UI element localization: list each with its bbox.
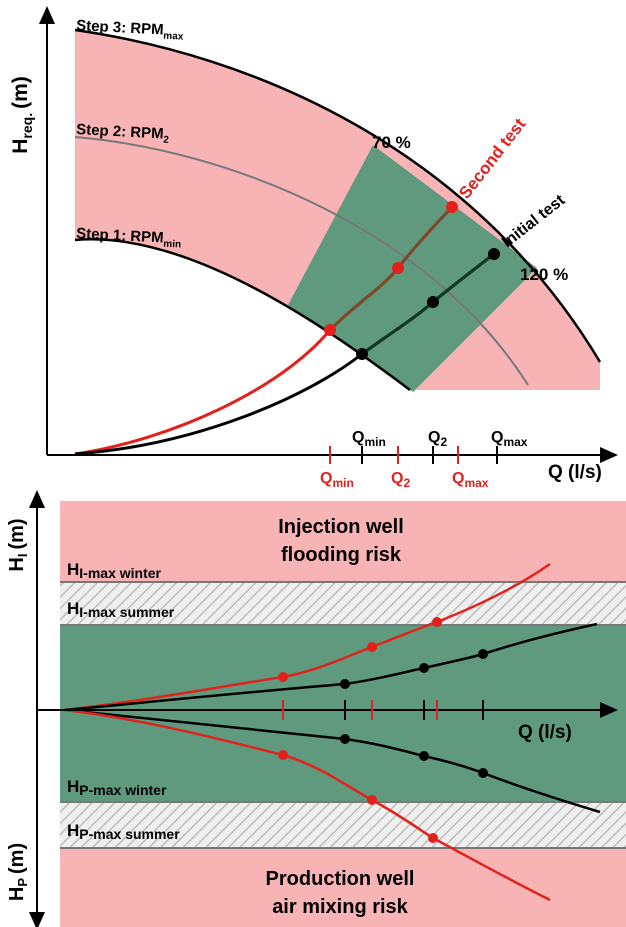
injection-risk-line2: flooding risk [281,544,402,566]
q-red-2-label: Q2 [391,470,410,490]
hp-max-winter-label: HP-max winter [67,777,167,798]
hp-black-point-2 [419,751,429,761]
second-test-label: Second test [455,115,530,203]
injection-risk-line1: Injection well [278,516,404,538]
green-efficiency-band [288,145,537,392]
hi-red-point-1 [278,672,288,682]
hi-black-point-1 [340,679,350,689]
curve-rpm-min [74,238,411,392]
bottom-panel: HI(m) HP(m) Injection well flooding risk… [6,490,626,927]
initial-test-label: Initial test [499,191,569,251]
q-black-max-label: Qmax [491,429,528,449]
hp-red-point-3 [428,833,438,843]
bottom-x-axis-label: Q (l/s) [518,722,572,743]
efficiency-70-label: 70 % [372,133,411,152]
hp-max-summer-label: HP-max summer [67,821,180,842]
injection-hatch-band [60,582,626,625]
hi-black-point-3 [478,649,488,659]
hp-red-point-2 [367,795,377,805]
curve-rpm-max [74,28,602,363]
efficiency-120-label: 120 % [520,265,568,284]
hp-black-point-1 [340,734,350,744]
hi-max-summer-label: HI-max summer [67,599,175,620]
injection-risk-band [60,501,626,582]
hp-black-point-3 [478,768,488,778]
hi-red-point-3 [432,617,442,627]
hp-red-curve [64,708,551,902]
point-red-2 [392,262,404,274]
point-red-max [446,201,458,213]
q-black-2-label: Q2 [428,429,447,449]
hp-red-point-1 [278,750,288,760]
hi-red-point-2 [367,642,377,652]
hi-max-winter-label: HI-max winter [67,560,162,581]
q-red-min-label: Qmin [320,470,354,490]
point-black-2 [427,296,439,308]
point-red-min [324,324,336,336]
hi-black-point-2 [419,663,429,673]
curve-rpm-max-label: Step 3: RPMmax [76,17,185,43]
curve-rpm-2-label: Step 2: RPM2 [76,121,170,146]
hi-red-curve [64,562,551,712]
top-x-axis-label: Q (l/s) [548,462,602,483]
production-risk-line1: Production well [266,868,415,890]
q-red-max-label: Qmax [452,470,489,490]
top-y-axis-label: Hreq.(m) [9,76,35,154]
production-hatch-band [60,802,626,848]
production-risk-band [60,848,626,927]
point-black-min [356,348,368,360]
hp-axis-label: HP(m) [6,843,30,901]
point-black-max [488,248,500,260]
q-black-min-label: Qmin [352,429,386,449]
safe-operating-band [60,625,626,802]
curve-rpm-min-label: Step 1: RPMmin [76,225,182,250]
hi-black-curve [64,622,598,712]
hp-black-curve [64,708,601,814]
curve-rpm-2 [74,136,529,386]
hi-axis-label: HI(m) [6,518,30,571]
production-risk-line2: air mixing risk [272,896,408,918]
top-panel: Hreq.(m) Step 3: RPMmax Step 2: RPM2 Ste… [9,6,618,490]
